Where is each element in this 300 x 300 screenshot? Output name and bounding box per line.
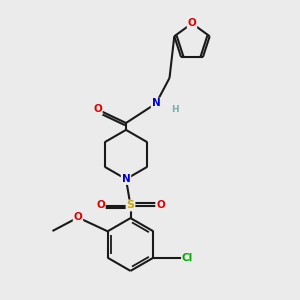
Text: O: O	[74, 212, 82, 223]
Text: Cl: Cl	[182, 253, 193, 263]
Text: N: N	[152, 98, 160, 109]
Text: O: O	[156, 200, 165, 211]
Text: S: S	[127, 200, 134, 211]
Text: O: O	[93, 104, 102, 115]
Text: N: N	[122, 174, 130, 184]
Text: O: O	[188, 18, 196, 28]
Text: H: H	[171, 105, 178, 114]
Text: O: O	[96, 200, 105, 211]
